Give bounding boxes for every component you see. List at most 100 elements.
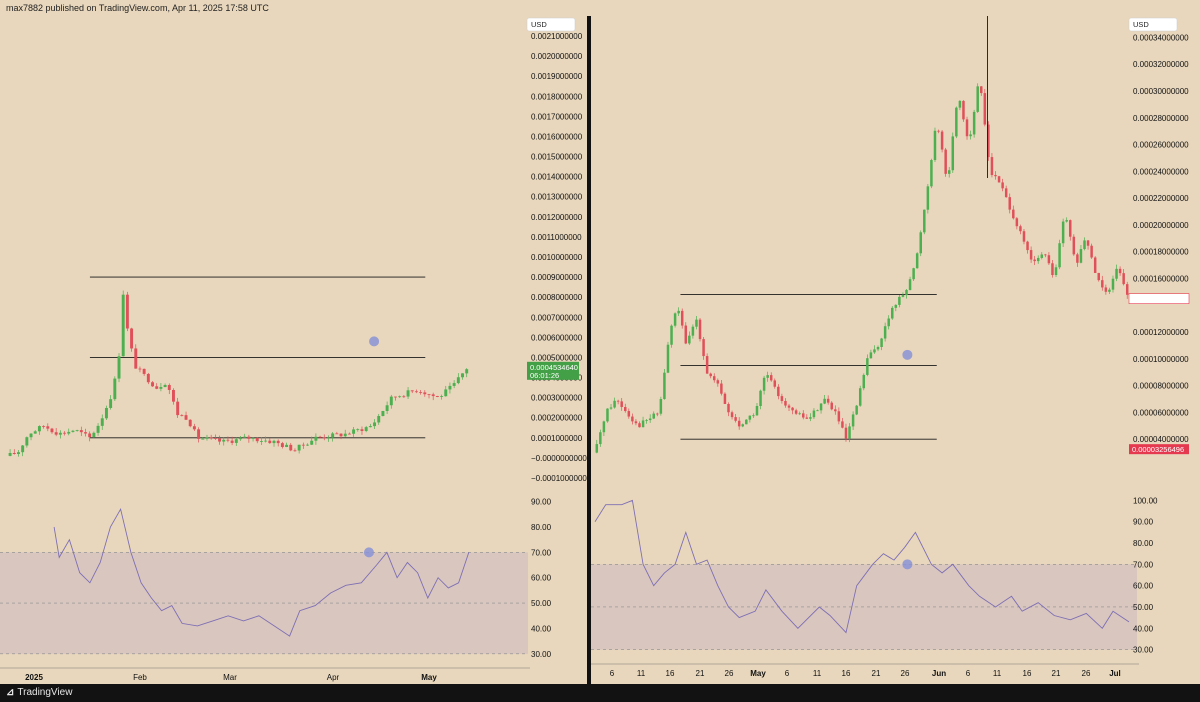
candle-body (802, 413, 805, 418)
price-tick-label: 0.0017000000 (531, 112, 583, 121)
candle-body (368, 426, 372, 428)
time-tick-label: Mar (223, 673, 237, 682)
candle-body (919, 232, 922, 254)
candle-body (705, 356, 709, 374)
tradingview-logo[interactable]: ⊿ TradingView (6, 687, 72, 698)
time-tick-label: 6 (785, 669, 790, 678)
candle-body (869, 352, 873, 359)
candle-body (58, 432, 62, 435)
candle-body (1093, 257, 1097, 273)
candle-body (926, 186, 930, 210)
right-chart[interactable]: USD 0.00034000000 0.00032000000 0.000300000… (591, 16, 1200, 684)
candle-body (1058, 243, 1061, 268)
rsi-line (594, 499, 1130, 634)
candle-body (713, 376, 716, 381)
candle-body (805, 417, 809, 419)
candle-body (766, 375, 769, 378)
candle-body (326, 437, 330, 439)
time-tick-label: 26 (1082, 669, 1091, 678)
candle-body (819, 403, 823, 411)
time-tick-label: 21 (1052, 669, 1061, 678)
candle-body (755, 405, 759, 416)
candle-body (322, 437, 326, 439)
candle-body (1054, 267, 1058, 276)
candle-body (727, 403, 730, 413)
candle-body (866, 358, 869, 375)
candle-body (259, 441, 263, 442)
candle-body (306, 444, 309, 446)
candle-body (1065, 220, 1068, 222)
candle-body (1026, 241, 1029, 251)
rsi-tick-label: 40.00 (1133, 624, 1154, 633)
time-tick-label: May (750, 669, 766, 678)
candle-body (858, 388, 862, 406)
candle-body (976, 86, 979, 112)
rsi-tick-label: 70.00 (531, 548, 552, 557)
candle-body (42, 426, 46, 427)
candle-body (347, 433, 351, 435)
candle-body (456, 377, 460, 384)
currency-label: USD (1133, 20, 1149, 29)
rsi-marker-dot (902, 559, 913, 570)
candle-body (1097, 272, 1100, 281)
candle-body (638, 423, 641, 428)
candle-body (381, 410, 385, 416)
publish-header: max7882 published on TradingView.com, Ap… (0, 0, 1200, 16)
candle-body (54, 432, 58, 435)
candle-body (100, 418, 104, 426)
candle-body (716, 380, 720, 384)
price-tick-label: 0.0006000000 (531, 333, 583, 342)
candle-body (969, 134, 972, 137)
candle-body (234, 439, 238, 443)
candle-body (142, 368, 146, 374)
candle-body (1090, 245, 1093, 258)
candle-body (414, 391, 418, 393)
candle-body (297, 444, 301, 451)
currency-button (1128, 17, 1178, 32)
candle-body (343, 433, 347, 437)
footer-bar: ⊿ TradingView (0, 684, 1200, 702)
price-tick-label: 0.0015000000 (531, 153, 583, 162)
candle-body (8, 453, 12, 456)
candle-body (720, 383, 723, 394)
candle-body (987, 124, 990, 158)
candle-body (310, 440, 314, 445)
candle-body (908, 279, 912, 290)
time-tick-label: May (421, 673, 437, 682)
candle-body (862, 374, 866, 389)
candle-body (709, 373, 712, 377)
candle-body (213, 438, 217, 439)
candle-body (33, 431, 37, 434)
candle-body (595, 444, 599, 453)
rsi-tick-label: 30.00 (1133, 646, 1154, 655)
candle-body (293, 450, 297, 452)
price-tick-label: 0.00020000000 (1133, 221, 1189, 230)
candle-body (125, 294, 129, 329)
candle-body (972, 111, 976, 135)
candle-body (876, 346, 880, 350)
candle-body (652, 413, 655, 419)
candle-body (159, 387, 163, 389)
candle-body (377, 415, 381, 423)
candle-body (113, 378, 117, 400)
candle-body (172, 389, 175, 402)
candle-body (268, 440, 272, 444)
candle-body (21, 445, 25, 453)
candle-body (937, 130, 940, 132)
rsi-line (53, 507, 470, 637)
price-tick-label: 0.0014000000 (531, 173, 583, 182)
candle-body (1104, 287, 1108, 292)
pane-divider[interactable] (587, 16, 591, 684)
candle-body (402, 396, 406, 398)
left-chart[interactable]: USD 0.0021000000 0.0020000000 0.0019000000 0… (0, 16, 587, 684)
publisher-text: max7882 published on TradingView.com, Ap… (6, 3, 269, 13)
candle-body (431, 394, 435, 397)
candle-body (794, 410, 798, 414)
candle-body (389, 396, 393, 406)
last-price-badge (527, 361, 579, 380)
candle-body (264, 440, 268, 442)
candle-body (356, 429, 360, 431)
candle-body (1033, 259, 1036, 262)
candle-body (848, 426, 851, 439)
